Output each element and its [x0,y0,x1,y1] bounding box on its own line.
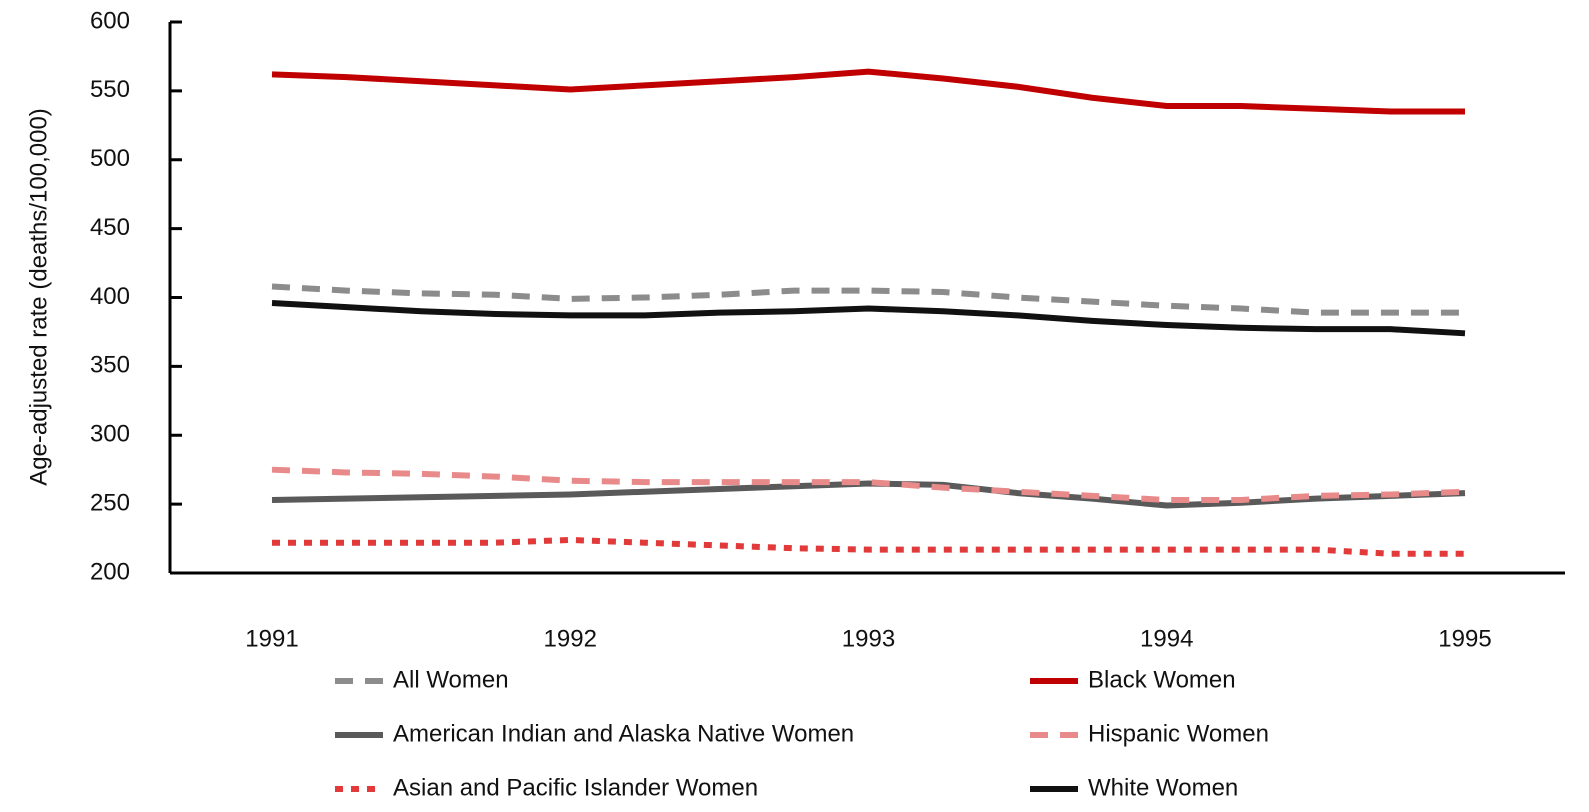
series-line [271,300,1466,337]
series-line [271,68,1465,115]
y-tick-label: 250 [90,489,130,516]
y-tick-label: 500 [90,145,130,172]
x-tick-label: 1995 [1438,625,1491,652]
y-tick-label: 550 [90,76,130,103]
y-tick-label: 400 [90,283,130,310]
series-line [271,466,1466,503]
legend-label: White Women [1088,774,1238,801]
y-tick-label: 200 [90,558,130,585]
series-line [271,480,1466,509]
legend-label: Black Women [1088,666,1236,693]
y-tick-label: 600 [90,7,130,34]
legend-label: American Indian and Alaska Native Women [393,720,854,747]
series-line [271,283,1465,316]
legend-label: Hispanic Women [1088,720,1269,747]
legend-label: Asian and Pacific Islander Women [393,774,758,801]
y-tick-label: 350 [90,352,130,379]
y-tick-label: 450 [90,214,130,241]
legend-label: All Women [393,666,509,693]
x-tick-label: 1992 [544,625,597,652]
x-tick-label: 1994 [1140,625,1193,652]
y-axis-label: Age-adjusted rate (deaths/100,000) [25,108,52,486]
x-tick-label: 1993 [842,625,895,652]
series-line [272,536,1465,557]
x-tick-label: 1991 [245,625,298,652]
y-tick-label: 300 [90,421,130,448]
